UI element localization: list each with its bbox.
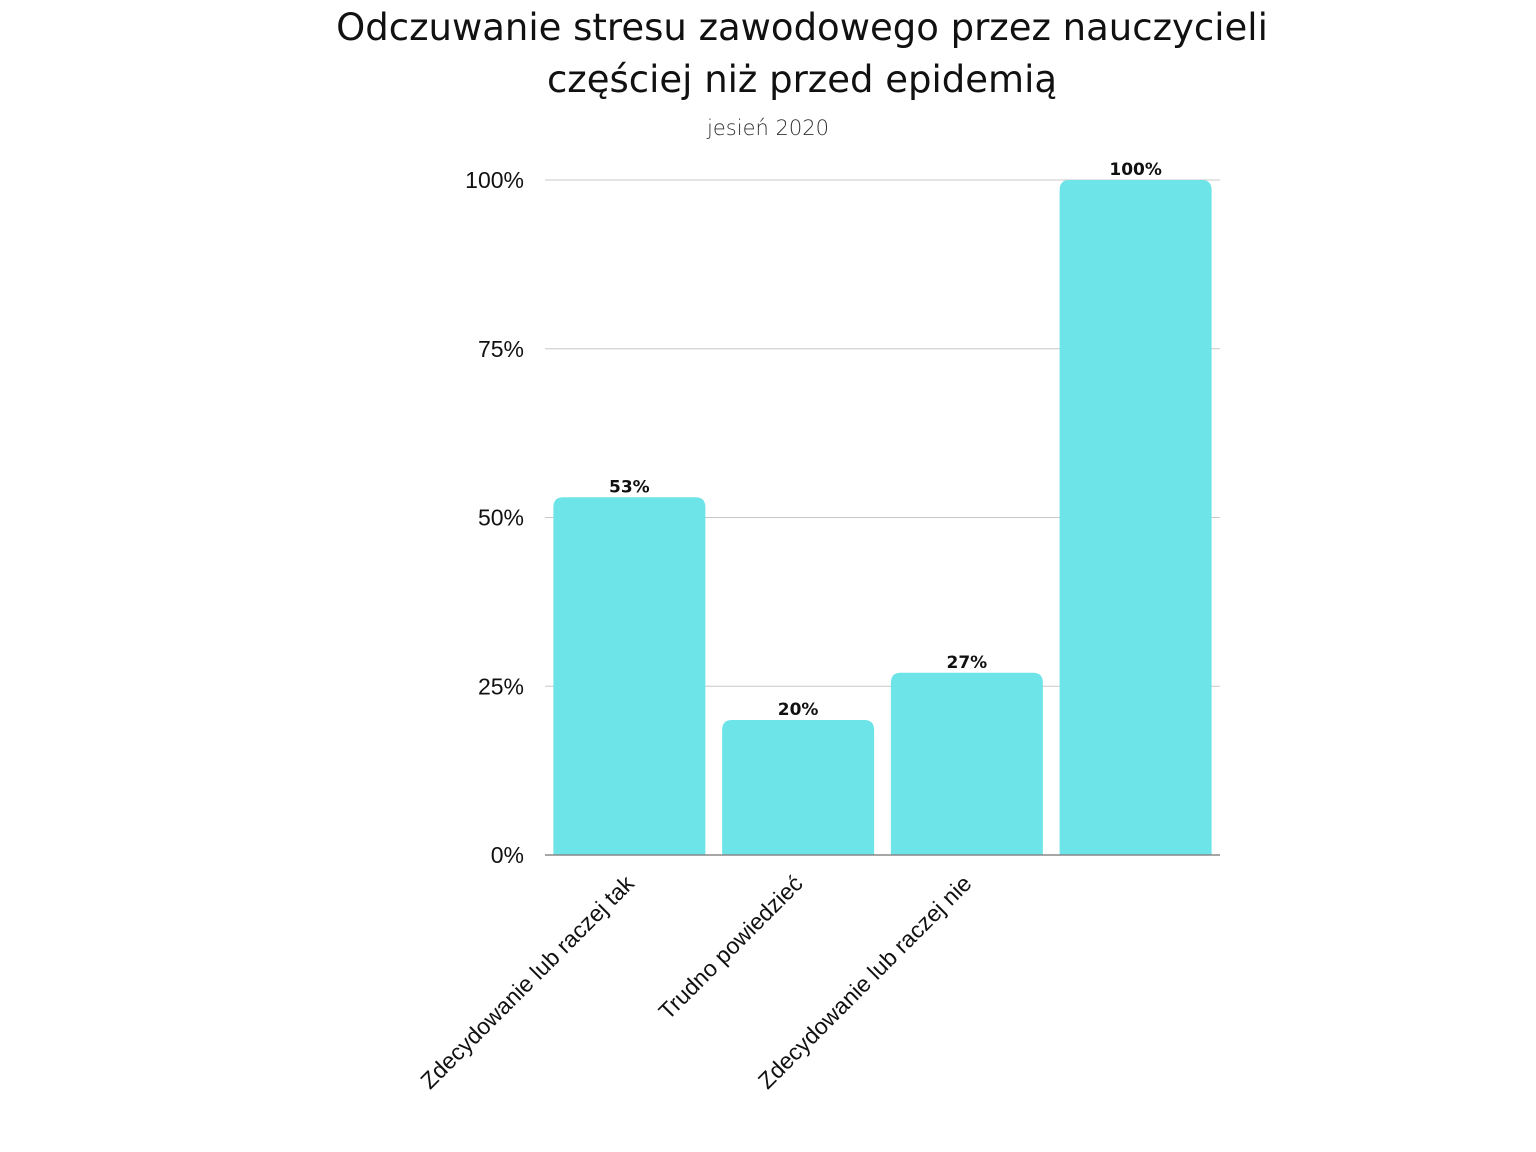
y-tick-label: 100% xyxy=(465,167,524,193)
y-tick-label: 50% xyxy=(478,505,524,531)
data-label: 20% xyxy=(778,700,819,720)
x-tick-label: Trudno powiedzieć xyxy=(653,870,807,1024)
bar xyxy=(722,720,875,855)
bar xyxy=(553,497,706,855)
data-label: 27% xyxy=(947,653,988,673)
y-tick-label: 0% xyxy=(491,842,524,868)
chart-title-line-2: częściej niż przed epidemią xyxy=(546,58,1058,101)
labels: 0% 25% 50% 75% 100% 53% Zdecydowanie lub racze… xyxy=(415,160,1162,1094)
chart-subtitle: jesień 2020 xyxy=(707,116,829,140)
chart-title-line-1: Odczuwanie stresu zawodowego przez naucz… xyxy=(336,6,1268,49)
bar xyxy=(1059,180,1212,855)
bar xyxy=(890,672,1043,855)
y-tick-label: 75% xyxy=(478,336,524,362)
bars xyxy=(553,180,1212,855)
chart-title: Odczuwanie stresu zawodowego przez naucz… xyxy=(300,2,1304,106)
x-tick-label: Zdecydowanie lub raczej tak xyxy=(415,870,639,1094)
y-tick-label: 25% xyxy=(478,673,524,699)
data-label: 53% xyxy=(609,477,650,497)
data-label: 100% xyxy=(1109,160,1162,180)
